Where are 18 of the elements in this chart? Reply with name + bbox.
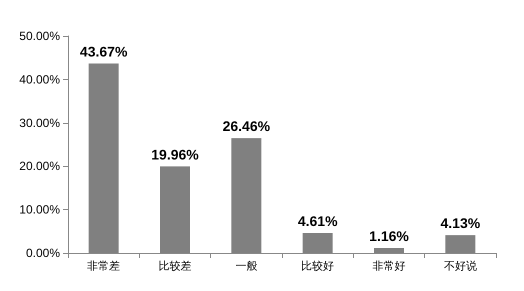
y-tick-label: 20.00%: [19, 159, 60, 174]
x-tick-label: 一般: [235, 260, 258, 272]
data-label: 43.67%: [80, 43, 128, 60]
data-label: 19.96%: [151, 146, 200, 162]
y-tick-label: 10.00%: [19, 202, 60, 217]
y-tick-label: 30.00%: [19, 116, 60, 130]
y-tick-label: 40.00%: [19, 72, 60, 86]
x-tick-label: 不好说: [444, 260, 477, 272]
y-tick-label: 0.00%: [26, 246, 60, 260]
x-tick-label: 比较差: [158, 260, 192, 272]
data-label: 1.16%: [369, 228, 410, 244]
y-tick-label: 50.00%: [19, 29, 60, 43]
x-tick-label: 非常好: [372, 260, 406, 272]
data-label: 4.13%: [440, 215, 481, 232]
x-tick-label: 非常差: [87, 260, 120, 272]
data-label: 26.46%: [222, 118, 271, 134]
data-label: 4.61%: [298, 212, 338, 229]
x-tick-label: 比较好: [301, 260, 334, 272]
